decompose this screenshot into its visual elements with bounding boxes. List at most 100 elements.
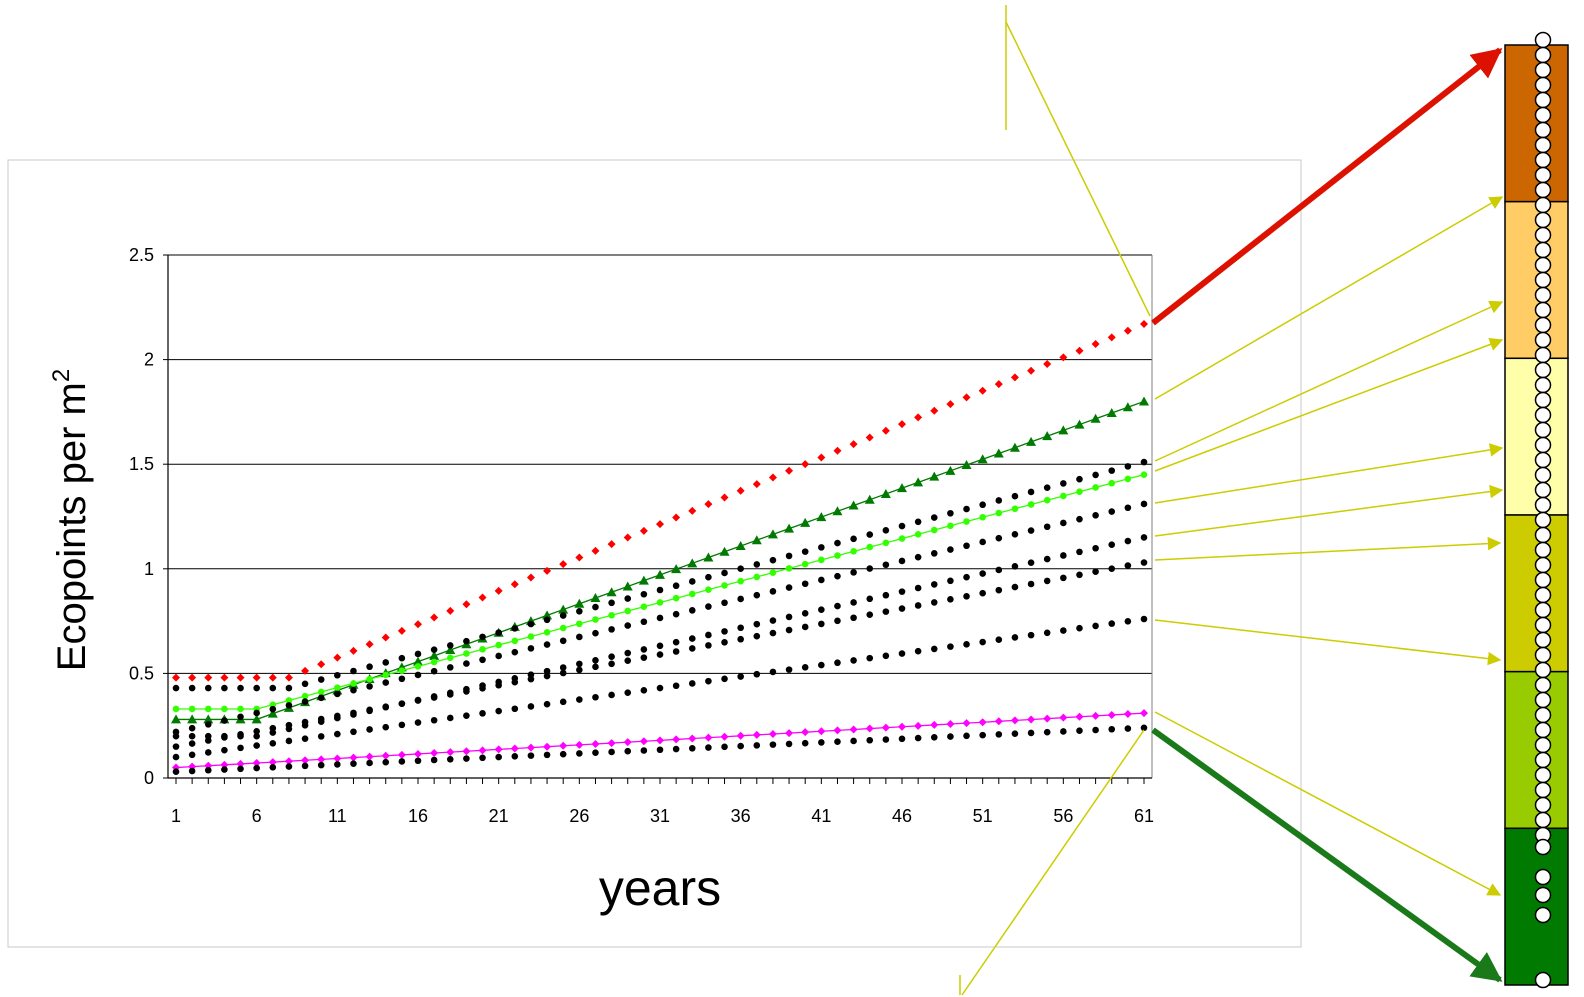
data-point (721, 743, 728, 751)
data-point (350, 686, 357, 694)
data-point (172, 753, 180, 761)
data-point (898, 605, 906, 612)
data-point (1075, 346, 1084, 355)
data-point (721, 569, 728, 577)
data-point (576, 750, 583, 757)
rating-marker-circle (1534, 391, 1552, 409)
data-point (979, 538, 986, 546)
x-tick-label: 21 (489, 806, 509, 826)
rating-marker-circle (1534, 616, 1552, 634)
data-point (995, 586, 1003, 594)
data-point (301, 666, 310, 675)
data-point (366, 663, 373, 671)
data-point (608, 611, 615, 619)
data-point (1011, 730, 1019, 737)
data-point (559, 698, 567, 706)
data-point (963, 573, 970, 581)
arrow-yellow (1154, 300, 1504, 462)
x-tick-label: 56 (1053, 806, 1073, 826)
data-point (495, 641, 502, 649)
data-point (365, 640, 374, 649)
data-point (1124, 537, 1132, 545)
data-point (1123, 710, 1132, 719)
data-point (1090, 413, 1101, 423)
data-point (397, 626, 406, 635)
data-point (882, 591, 890, 599)
annotation-connectors (959, 5, 1504, 996)
data-point (977, 454, 988, 464)
data-point (446, 714, 454, 722)
data-point (720, 493, 729, 502)
data-point (527, 752, 535, 759)
data-point (366, 759, 373, 767)
data-point (317, 715, 325, 723)
data-point (591, 546, 600, 555)
data-point (978, 718, 987, 727)
data-point (285, 702, 293, 709)
data-point (785, 666, 793, 673)
data-point (995, 636, 1003, 644)
data-point (785, 565, 793, 572)
data-point (543, 628, 551, 636)
data-point (688, 590, 696, 598)
data-point (510, 580, 519, 589)
data-point (1026, 436, 1037, 446)
data-point (947, 643, 954, 650)
data-point (251, 714, 262, 724)
rating-marker-circle (1534, 971, 1552, 989)
data-point (1011, 492, 1019, 500)
data-point (656, 586, 664, 594)
data-point (688, 744, 696, 752)
data-point (818, 620, 825, 628)
data-point (527, 633, 535, 640)
data-point (236, 673, 245, 682)
data-point (914, 531, 922, 538)
data-point (495, 652, 502, 660)
data-point (801, 728, 810, 737)
rating-marker-circle (1534, 301, 1552, 319)
data-point (413, 656, 423, 666)
data-point (398, 700, 406, 707)
data-point (850, 569, 857, 576)
data-point (1076, 488, 1083, 496)
data-point (301, 756, 310, 765)
data-point (1011, 563, 1019, 570)
data-point (350, 760, 357, 767)
data-point (575, 740, 584, 749)
data-point (721, 628, 728, 635)
data-point (1092, 512, 1099, 519)
data-point (430, 749, 439, 758)
data-point (445, 645, 456, 655)
data-point (1124, 475, 1132, 483)
data-point (1043, 484, 1051, 491)
data-point (914, 413, 923, 422)
data-point (1060, 574, 1067, 582)
data-point (382, 723, 390, 731)
data-point (656, 520, 664, 529)
data-point (479, 685, 486, 692)
data-point (1027, 501, 1035, 508)
data-point (350, 709, 357, 717)
data-point (1043, 360, 1052, 369)
data-point (382, 679, 390, 686)
data-point (737, 635, 744, 643)
data-point (672, 513, 681, 522)
data-point (769, 617, 777, 624)
data-point (769, 629, 777, 637)
data-point (1092, 726, 1099, 734)
data-point (430, 667, 438, 675)
data-point (188, 732, 196, 740)
rating-marker-circle (1534, 211, 1552, 229)
series-2 (172, 458, 1148, 692)
data-point (866, 595, 874, 603)
data-point (656, 599, 664, 606)
data-point (850, 737, 857, 745)
data-point (608, 599, 615, 607)
data-point (591, 739, 600, 748)
data-point (592, 656, 599, 664)
data-point (769, 588, 777, 595)
data-point (848, 500, 859, 510)
data-point (398, 667, 406, 674)
data-point (994, 380, 1003, 389)
rating-marker-circle (1534, 511, 1552, 529)
